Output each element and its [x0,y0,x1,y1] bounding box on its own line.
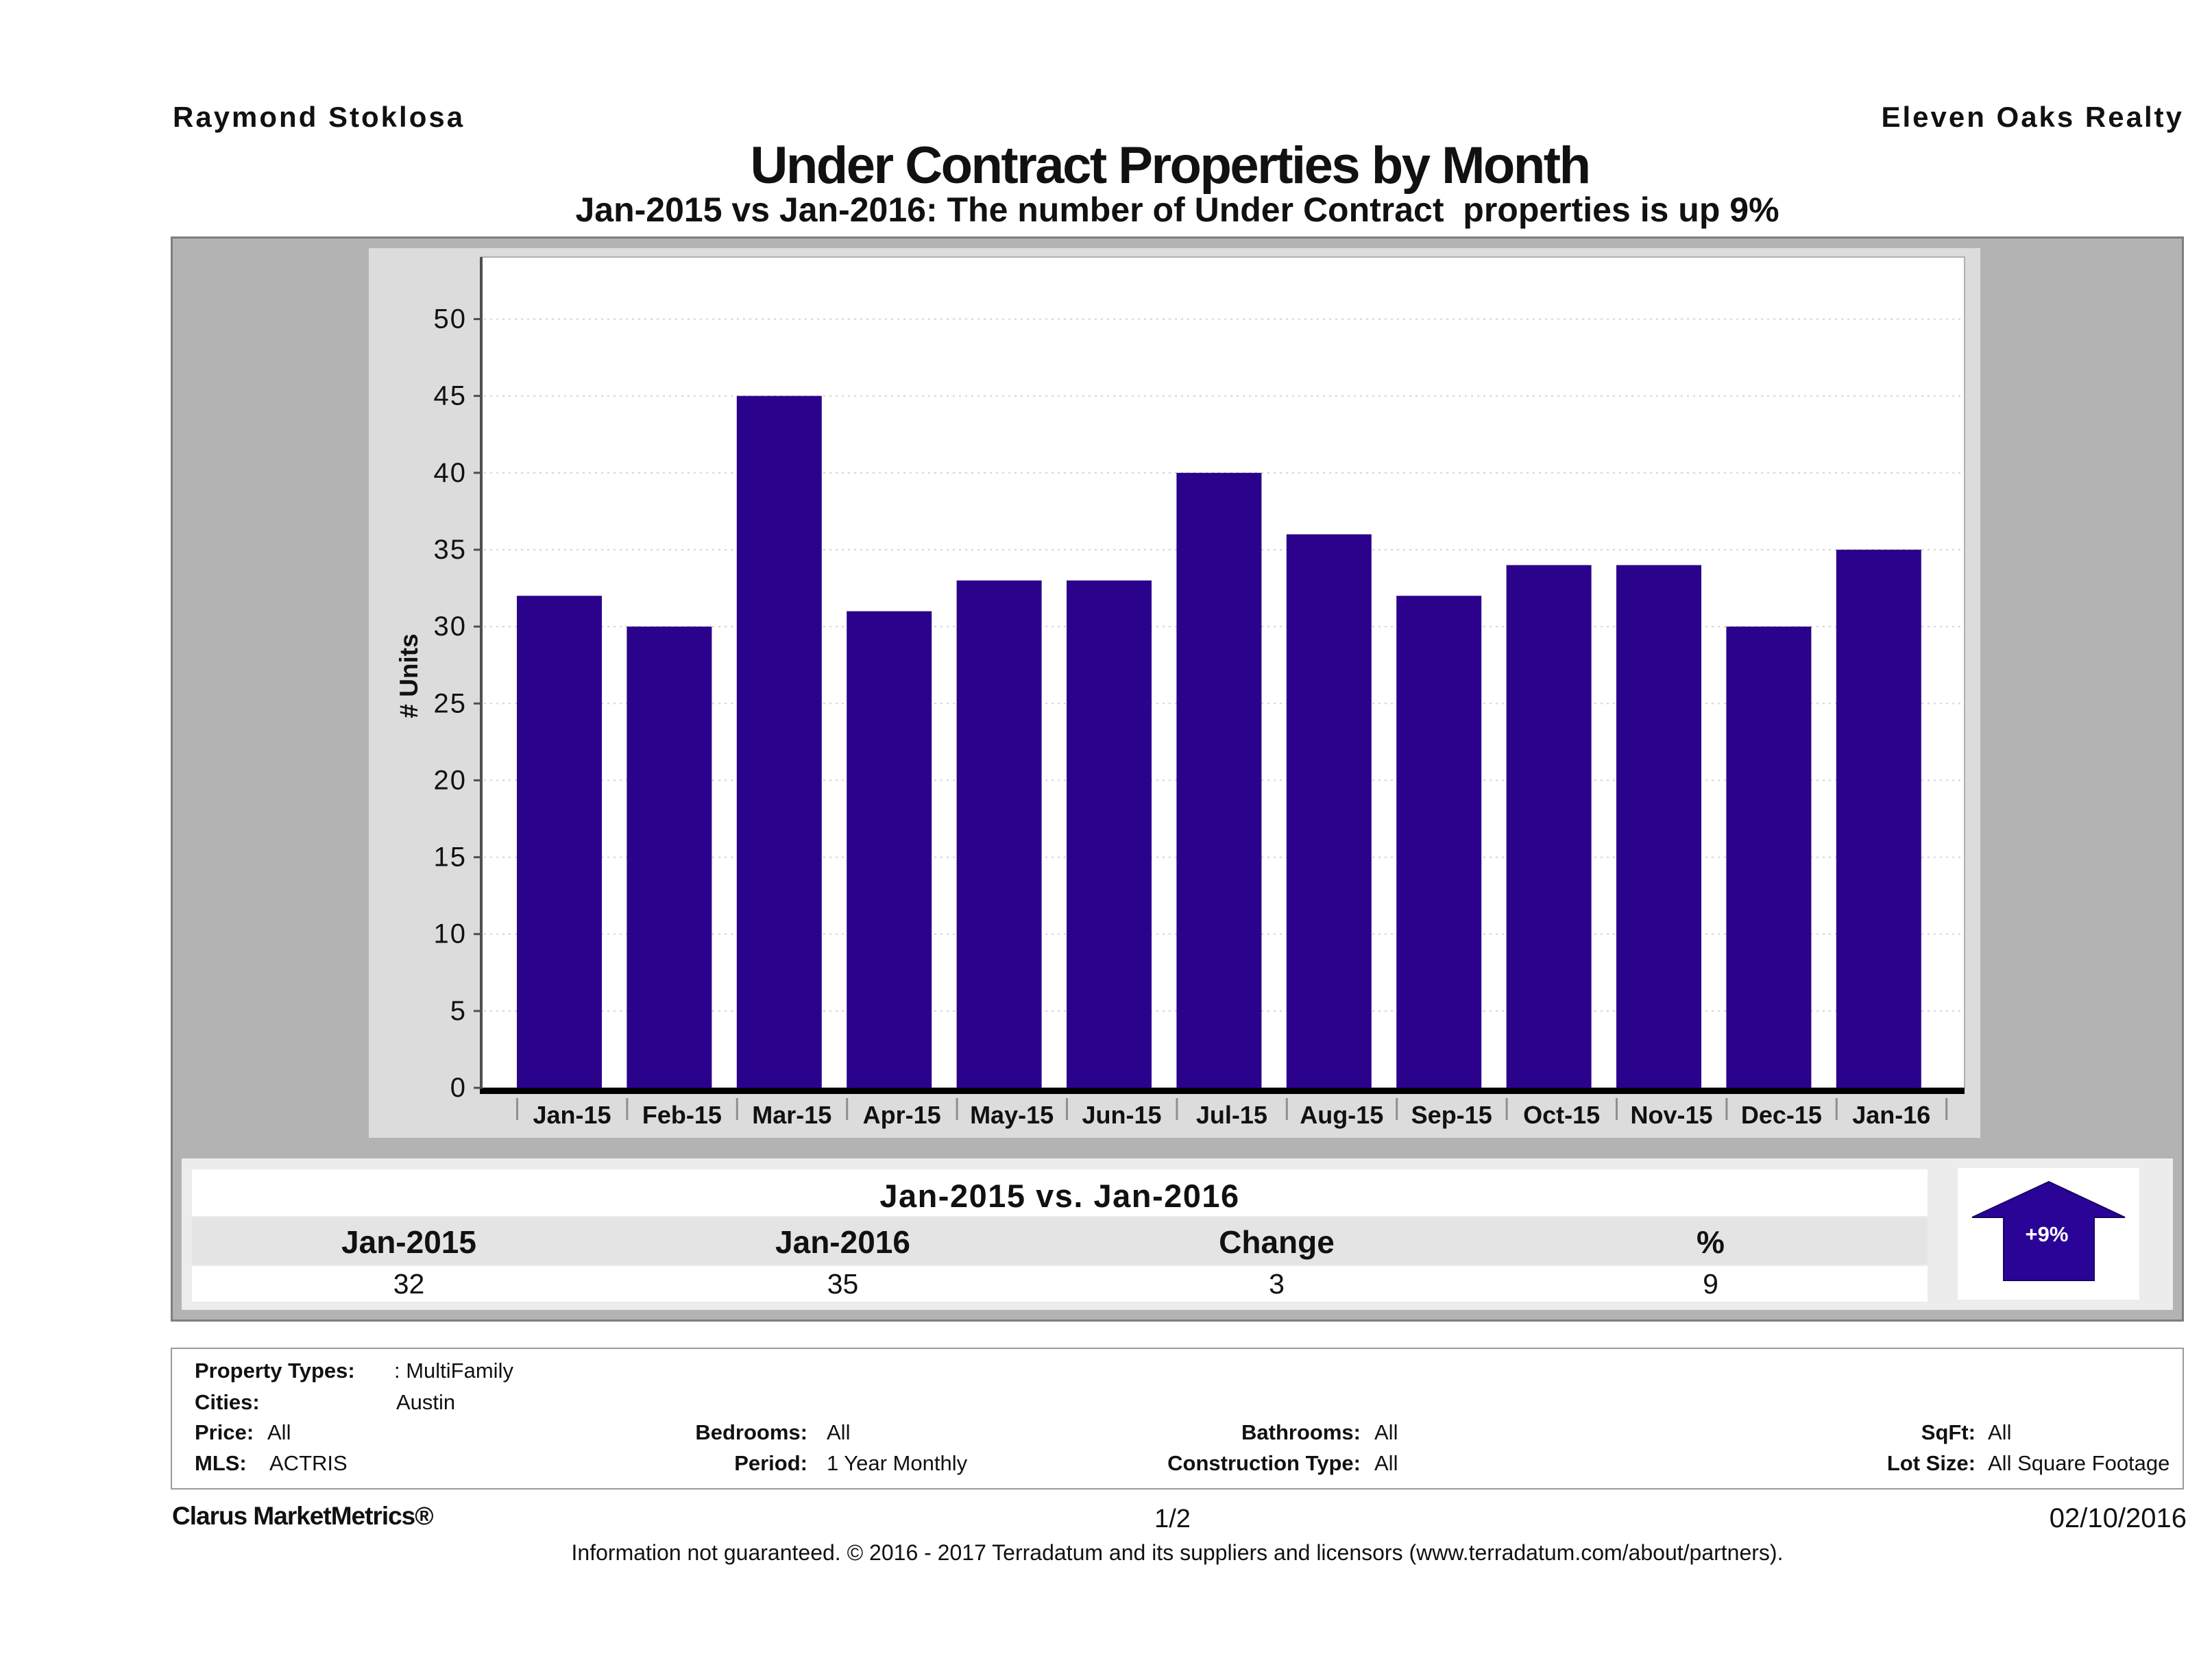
svg-text:35: 35 [434,535,467,565]
svg-text:Feb-15: Feb-15 [642,1101,722,1129]
svg-text:Jan-15: Jan-15 [533,1101,611,1129]
svg-text:+9%: +9% [2026,1222,2069,1246]
svg-text:40: 40 [434,458,467,488]
svg-text:May-15: May-15 [970,1101,1054,1129]
svg-text:45: 45 [434,381,467,411]
svg-text:10: 10 [434,919,467,949]
svg-text:25: 25 [434,688,467,718]
svg-text:Sep-15: Sep-15 [1411,1101,1492,1129]
svg-text:15: 15 [434,842,467,873]
svg-text:30: 30 [434,611,467,642]
svg-text:Nov-15: Nov-15 [1630,1101,1712,1129]
svg-text:50: 50 [434,304,467,335]
svg-text:Jan-16: Jan-16 [1852,1101,1930,1129]
svg-text:Mar-15: Mar-15 [752,1101,831,1129]
svg-text:# Units: # Units [395,633,423,718]
svg-text:Jun-15: Jun-15 [1082,1101,1161,1129]
svg-text:Oct-15: Oct-15 [1523,1101,1600,1129]
svg-text:20: 20 [434,765,467,795]
svg-text:5: 5 [450,996,467,1026]
svg-text:Apr-15: Apr-15 [863,1101,941,1129]
svg-text:Jul-15: Jul-15 [1196,1101,1267,1129]
svg-text:0: 0 [450,1073,467,1103]
svg-text:Aug-15: Aug-15 [1300,1101,1383,1129]
svg-text:Dec-15: Dec-15 [1741,1101,1822,1129]
